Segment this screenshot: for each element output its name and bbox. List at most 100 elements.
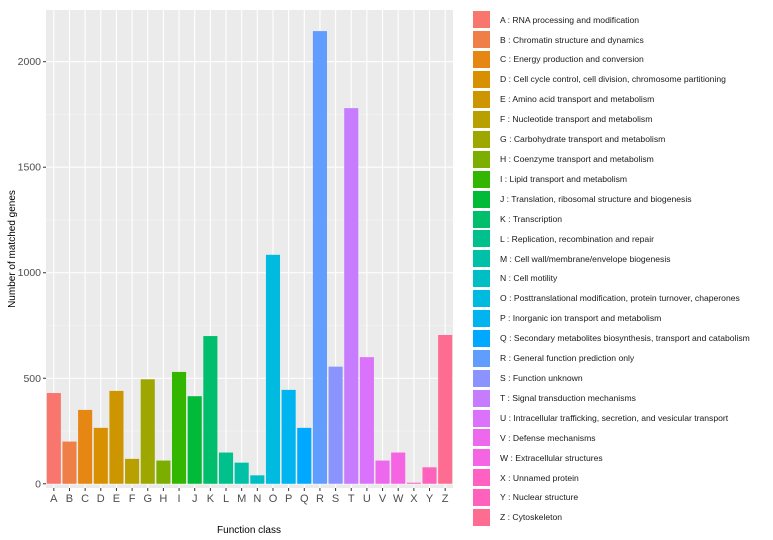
legend: A : RNA processing and modification B : C…: [473, 10, 771, 528]
x-tick-label: Q: [300, 493, 309, 505]
bar-D: [93, 427, 108, 484]
legend-item: K : Transcription: [473, 209, 771, 229]
legend-swatch: [473, 489, 490, 507]
legend-item: M : Cell wall/membrane/envelope biogenes…: [473, 249, 771, 269]
bars: [46, 31, 453, 484]
legend-swatch: [473, 210, 490, 228]
legend-item: J : Translation, ribosomal structure and…: [473, 189, 771, 209]
x-tick-label: R: [316, 493, 324, 505]
legend-swatch: [473, 11, 490, 29]
legend-swatch: [473, 329, 490, 347]
legend-item: L : Replication, recombination and repai…: [473, 229, 771, 249]
legend-swatch: [473, 150, 490, 168]
bar-P: [281, 389, 296, 484]
legend-swatch: [473, 429, 490, 447]
legend-item: P : Inorganic ion transport and metaboli…: [473, 309, 771, 329]
legend-label: T : Signal transduction mechanisms: [500, 392, 636, 403]
bar-R: [312, 31, 327, 484]
legend-swatch: [473, 31, 490, 49]
legend-item: C : Energy production and conversion: [473, 50, 771, 70]
bar-H: [156, 460, 171, 484]
legend-swatch: [473, 190, 490, 208]
legend-label: H : Coenzyme transport and metabolism: [500, 154, 654, 164]
legend-item: E : Amino acid transport and metabolism: [473, 90, 771, 110]
plot-panel: [46, 10, 453, 488]
legend-item: W : Extracellular structures: [473, 448, 771, 468]
legend-label: K : Transcription: [500, 213, 563, 224]
x-tick-label: P: [285, 493, 292, 505]
legend-item: D : Cell cycle control, cell division, c…: [473, 70, 771, 90]
bar-V: [375, 460, 390, 484]
legend-item: S : Function unknown: [473, 368, 771, 388]
x-tick-label: D: [97, 493, 105, 505]
legend-label: J : Translation, ribosomal structure and…: [500, 193, 692, 204]
x-tick-label: K: [207, 493, 215, 505]
legend-label: F : Nucleotide transport and metabolism: [500, 114, 653, 125]
legend-label: Q : Secondary metabolites biosynthesis, …: [500, 333, 750, 344]
x-tick-label: J: [192, 493, 198, 505]
x-tick-label: G: [143, 493, 152, 505]
legend-swatch: [473, 71, 490, 89]
legend-label: S : Function unknown: [500, 372, 583, 383]
legend-swatch: [473, 110, 490, 128]
legend-item: U : Intracellular trafficking, secretion…: [473, 408, 771, 428]
legend-swatch: [473, 91, 490, 109]
legend-item: O : Posttranslational modification, prot…: [473, 289, 771, 309]
bar-I: [172, 371, 187, 484]
x-tick-label: F: [129, 493, 136, 505]
legend-item: G : Carbohydrate transport and metabolis…: [473, 129, 771, 149]
x-tick-label: V: [379, 493, 387, 505]
x-tick-label: N: [253, 493, 261, 505]
legend-swatch: [473, 469, 490, 487]
legend-label: R : General function prediction only: [500, 353, 635, 364]
bar-L: [218, 452, 234, 484]
bar-Q: [297, 427, 312, 484]
bar-W: [391, 452, 406, 484]
legend-label: Y : Nuclear structure: [500, 492, 579, 503]
bar-Y: [422, 467, 437, 484]
x-tick-label: Z: [442, 493, 449, 505]
y-tick-label: 1500: [18, 162, 42, 174]
x-tick-label: M: [237, 493, 246, 505]
legend-item: T : Signal transduction mechanisms: [473, 388, 771, 408]
bar-M: [234, 462, 249, 484]
legend-swatch: [473, 509, 490, 527]
x-tick-label: U: [363, 493, 371, 505]
legend-label: W : Extracellular structures: [500, 452, 603, 463]
legend-label: A : RNA processing and modification: [500, 14, 640, 25]
bar-S: [328, 366, 343, 484]
legend-swatch: [473, 349, 490, 367]
x-tick-label: B: [66, 493, 73, 505]
legend-item: H : Coenzyme transport and metabolism: [473, 149, 771, 169]
legend-label: X : Unnamed protein: [500, 472, 579, 483]
legend-swatch: [473, 449, 490, 467]
legend-swatch: [473, 250, 490, 268]
x-tick-label: A: [50, 493, 58, 505]
bar-Z: [438, 334, 453, 484]
legend-label: O : Posttranslational modification, prot…: [500, 293, 740, 304]
x-tick-label: L: [223, 493, 229, 505]
legend-label: G : Carbohydrate transport and metabolis…: [500, 134, 666, 145]
legend-item: Y : Nuclear structure: [473, 488, 771, 508]
x-tick-label: W: [393, 493, 404, 505]
y-tick-label: 0: [35, 478, 41, 490]
x-tick-label: T: [348, 493, 355, 505]
x-tick-label: Y: [426, 493, 434, 505]
x-tick-label: C: [81, 493, 89, 505]
legend-item: R : General function prediction only: [473, 348, 771, 368]
legend-label: C : Energy production and conversion: [500, 54, 644, 65]
legend-label: E : Amino acid transport and metabolism: [500, 94, 655, 105]
x-axis-title: Function class: [217, 525, 281, 536]
legend-label: B : Chromatin structure and dynamics: [500, 34, 644, 45]
legend-label: L : Replication, recombination and repai…: [500, 233, 654, 244]
legend-label: V : Defense mechanisms: [500, 432, 596, 443]
y-tick-label: 2000: [18, 56, 42, 68]
bar-N: [250, 475, 265, 484]
bar-G: [140, 379, 155, 484]
legend-item: F : Nucleotide transport and metabolism: [473, 110, 771, 130]
bar-J: [187, 396, 202, 484]
legend-label: D : Cell cycle control, cell division, c…: [500, 74, 726, 85]
legend-label: I : Lipid transport and metabolism: [500, 173, 628, 184]
legend-swatch: [473, 310, 490, 328]
